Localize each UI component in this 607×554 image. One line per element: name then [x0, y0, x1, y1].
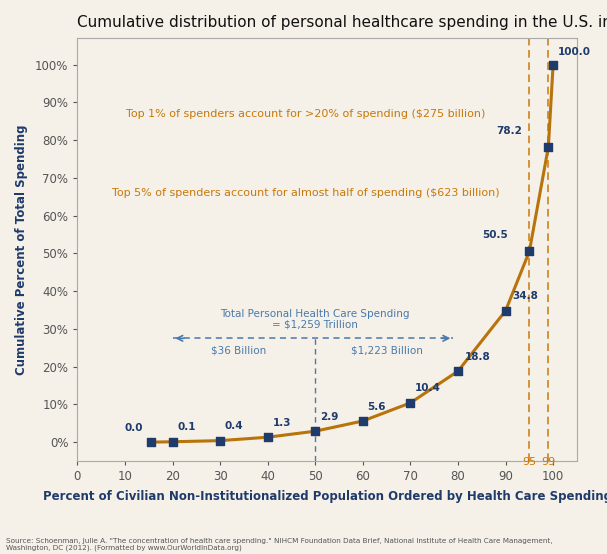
- Point: [405, 398, 415, 407]
- Text: 1.3: 1.3: [273, 418, 291, 428]
- Text: 10.4: 10.4: [415, 383, 441, 393]
- Text: 99: 99: [541, 457, 555, 467]
- Text: $36 Billion: $36 Billion: [211, 346, 266, 356]
- Text: 0.4: 0.4: [225, 421, 243, 431]
- Text: Total Personal Health Care Spending: Total Personal Health Care Spending: [220, 310, 410, 320]
- Text: Top 5% of spenders account for almost half of spending ($623 billion): Top 5% of spenders account for almost ha…: [112, 188, 500, 198]
- Text: 0.0: 0.0: [125, 423, 143, 433]
- Text: Source: Schoenman, Julie A. "The concentration of health care spending." NIHCM F: Source: Schoenman, Julie A. "The concent…: [6, 538, 552, 551]
- Point: [168, 437, 177, 446]
- Text: 5.6: 5.6: [368, 402, 386, 412]
- Text: 18.8: 18.8: [465, 352, 491, 362]
- Point: [146, 438, 155, 447]
- Text: 2.9: 2.9: [320, 412, 338, 422]
- Text: 0.1: 0.1: [177, 422, 196, 432]
- Point: [310, 427, 320, 435]
- Text: Top 1% of spenders account for >20% of spending ($275 billion): Top 1% of spenders account for >20% of s…: [126, 109, 486, 119]
- Point: [215, 436, 225, 445]
- Point: [543, 142, 553, 151]
- Point: [453, 367, 463, 376]
- Text: 100.0: 100.0: [558, 47, 591, 57]
- Text: = $1,259 Trillion: = $1,259 Trillion: [273, 320, 358, 330]
- Point: [524, 247, 534, 256]
- Point: [501, 306, 510, 315]
- Text: 50.5: 50.5: [482, 230, 508, 240]
- Y-axis label: Cumulative Percent of Total Spending: Cumulative Percent of Total Spending: [15, 124, 28, 375]
- Point: [263, 433, 273, 442]
- Text: Cumulative distribution of personal healthcare spending in the U.S. in 2009: Cumulative distribution of personal heal…: [77, 15, 607, 30]
- Text: 34.8: 34.8: [513, 291, 538, 301]
- Text: $1,223 Billion: $1,223 Billion: [351, 346, 422, 356]
- Point: [548, 60, 558, 69]
- X-axis label: Percent of Civilian Non-Institutionalized Population Ordered by Health Care Spen: Percent of Civilian Non-Institutionalize…: [42, 490, 607, 503]
- Text: 95: 95: [522, 457, 537, 467]
- Text: 78.2: 78.2: [497, 126, 522, 136]
- Point: [358, 417, 368, 425]
